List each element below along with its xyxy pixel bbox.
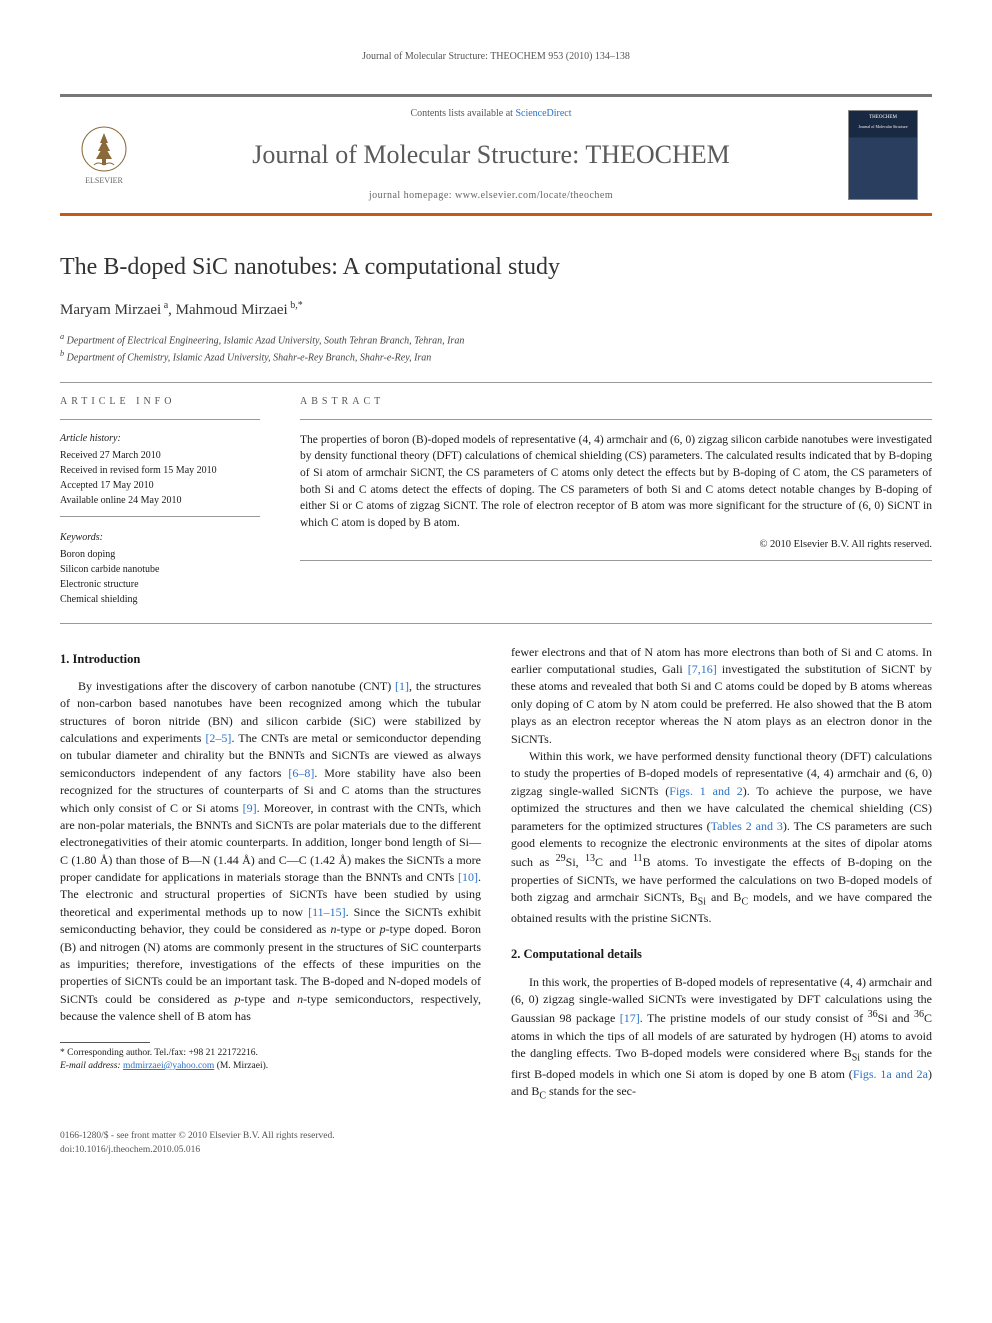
footnote-email-label: E-mail address: (60, 1061, 121, 1071)
article-title: The B-doped SiC nanotubes: A computation… (60, 251, 932, 285)
footnote-email-line: E-mail address: mdmirzaei@yahoo.com (M. … (60, 1060, 481, 1073)
journal-homepage: journal homepage: www.elsevier.com/locat… (149, 189, 833, 203)
masthead-center: Contents lists available at ScienceDirec… (149, 107, 833, 203)
abstract-block: ABSTRACT The properties of boron (B)-dop… (300, 395, 932, 607)
journal-masthead: ELSEVIER Contents lists available at Sci… (60, 94, 932, 216)
running-head: Journal of Molecular Structure: THEOCHEM… (60, 50, 932, 64)
info-divider-2 (60, 516, 260, 517)
keyword-4: Chemical shielding (60, 592, 260, 607)
keyword-1: Boron doping (60, 547, 260, 562)
footnote-email-link[interactable]: mdmirzaei@yahoo.com (123, 1061, 214, 1071)
cover-title: THEOCHEM (869, 115, 897, 121)
page-container: Journal of Molecular Structure: THEOCHEM… (0, 0, 992, 1197)
divider-bottom (60, 623, 932, 624)
abstract-label: ABSTRACT (300, 395, 932, 409)
history-accepted: Accepted 17 May 2010 (60, 478, 260, 493)
section-2-title: 2. Computational details (511, 945, 932, 963)
corresponding-author-footnote: * Corresponding author. Tel./fax: +98 21… (60, 1047, 481, 1074)
history-revised: Received in revised form 15 May 2010 (60, 463, 260, 478)
keyword-2: Silicon carbide nanotube (60, 562, 260, 577)
keyword-3: Electronic structure (60, 577, 260, 592)
abstract-divider-2 (300, 560, 932, 561)
history-online: Available online 24 May 2010 (60, 493, 260, 508)
section-1-para-3: Within this work, we have performed dens… (511, 748, 932, 927)
footer-line-1: 0166-1280/$ - see front matter © 2010 El… (60, 1130, 932, 1143)
contents-prefix: Contents lists available at (410, 108, 515, 119)
section-1-para-2: fewer electrons and that of N atom has m… (511, 644, 932, 748)
section-1-title: 1. Introduction (60, 650, 481, 668)
abstract-divider-1 (300, 419, 932, 420)
affiliation-b: b Department of Chemistry, Islamic Azad … (60, 348, 932, 365)
footnote-corr: * Corresponding author. Tel./fax: +98 21… (60, 1047, 481, 1060)
cover-subtitle: Journal of Molecular Structure (858, 125, 907, 129)
footnote-email-who: (M. Mirzaei). (217, 1061, 268, 1071)
article-info-label: ARTICLE INFO (60, 395, 260, 409)
footer-line-2: doi:10.1016/j.theochem.2010.05.016 (60, 1144, 932, 1157)
journal-cover-thumb: THEOCHEM Journal of Molecular Structure (848, 110, 918, 200)
elsevier-tree-icon (80, 125, 128, 173)
contents-line: Contents lists available at ScienceDirec… (149, 107, 833, 121)
divider-top (60, 382, 932, 383)
publisher-name: ELSEVIER (85, 175, 123, 186)
authors: Maryam Mirzaei a, Mahmoud Mirzaei b,* (60, 299, 932, 321)
sciencedirect-link[interactable]: ScienceDirect (515, 108, 571, 119)
history-received: Received 27 March 2010 (60, 448, 260, 463)
abstract-text: The properties of boron (B)-doped models… (300, 432, 932, 532)
article-info-block: ARTICLE INFO Article history: Received 2… (60, 395, 260, 607)
page-footer: 0166-1280/$ - see front matter © 2010 El… (60, 1130, 932, 1157)
section-2-para-1: In this work, the properties of B-doped … (511, 974, 932, 1105)
section-1-para-1: By investigations after the discovery of… (60, 678, 481, 1026)
info-divider-1 (60, 419, 260, 420)
abstract-copyright: © 2010 Elsevier B.V. All rights reserved… (300, 538, 932, 553)
footnote-separator (60, 1042, 150, 1043)
journal-title: Journal of Molecular Structure: THEOCHEM (149, 137, 833, 173)
article-history-head: Article history: (60, 432, 260, 446)
elsevier-logo: ELSEVIER (74, 120, 134, 190)
keywords-head: Keywords: (60, 531, 260, 545)
body-columns: 1. Introduction By investigations after … (60, 644, 932, 1105)
affiliations: a Department of Electrical Engineering, … (60, 331, 932, 366)
affiliation-a: a Department of Electrical Engineering, … (60, 331, 932, 348)
meta-row: ARTICLE INFO Article history: Received 2… (60, 395, 932, 607)
